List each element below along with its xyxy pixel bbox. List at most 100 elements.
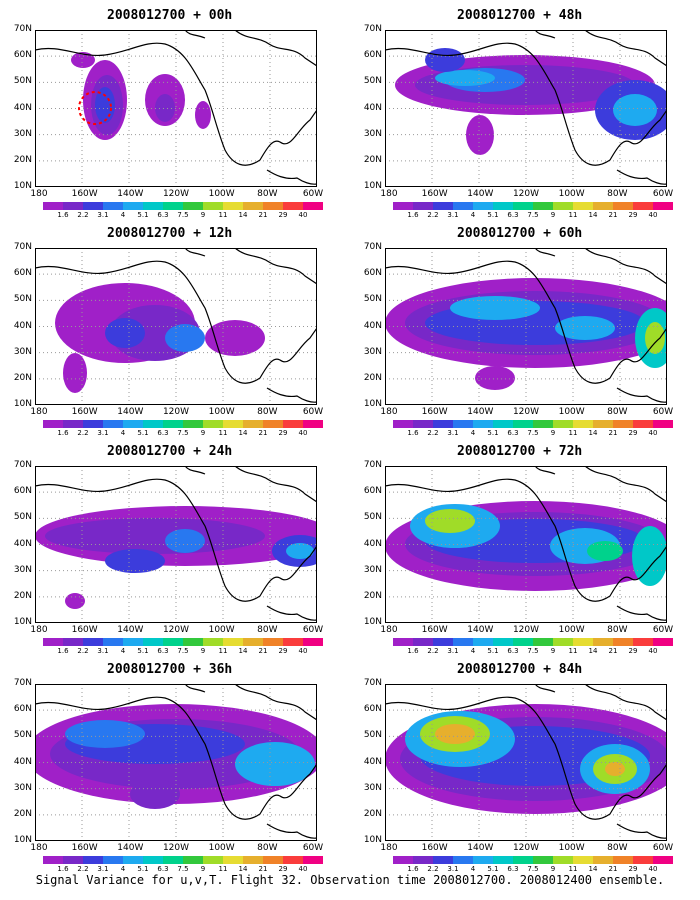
colorbar-swatch bbox=[263, 420, 283, 428]
colorbar-label: 2.2 bbox=[427, 865, 439, 873]
colorbar-label: 11 bbox=[218, 865, 228, 873]
colorbar-swatch bbox=[203, 856, 223, 864]
colorbar-label: 7.5 bbox=[177, 865, 189, 873]
colorbar-swatch bbox=[223, 638, 243, 646]
colorbar-swatch bbox=[653, 420, 673, 428]
lat-label: 50N bbox=[363, 76, 382, 87]
colorbar-label: 3.1 bbox=[97, 647, 109, 655]
colorbar-swatch bbox=[183, 202, 203, 210]
colorbar-swatch bbox=[493, 202, 513, 210]
lon-label: 80W bbox=[257, 407, 278, 417]
colorbar-label: 14 bbox=[588, 429, 598, 437]
lat-label: 10N bbox=[363, 617, 382, 627]
colorbar-swatch bbox=[633, 856, 653, 864]
colorbar-label: 4 bbox=[120, 647, 126, 655]
lon-label: 160W bbox=[71, 843, 98, 853]
coastline bbox=[534, 684, 556, 693]
lon-label: 60W bbox=[652, 189, 674, 199]
colorbar bbox=[43, 202, 323, 210]
colorbar-swatch bbox=[303, 202, 323, 210]
variance-contour bbox=[130, 779, 180, 809]
colorbar-swatch bbox=[103, 420, 123, 428]
lon-label: 160W bbox=[71, 189, 98, 199]
variance-contour bbox=[105, 549, 165, 573]
colorbar-swatch bbox=[553, 856, 573, 864]
lat-label: 10N bbox=[363, 399, 382, 409]
colorbar-label: 3.1 bbox=[97, 865, 109, 873]
colorbar-label: 29 bbox=[278, 429, 288, 437]
lon-label: 160W bbox=[421, 407, 448, 417]
colorbar-swatch bbox=[163, 638, 183, 646]
map-panel bbox=[385, 684, 667, 841]
colorbar-label: 1.6 bbox=[57, 647, 69, 655]
colorbar-label: 7.5 bbox=[527, 865, 539, 873]
variance-contour bbox=[195, 101, 211, 129]
colorbar-swatch bbox=[433, 202, 453, 210]
map-canvas bbox=[385, 248, 667, 405]
lat-label: 20N bbox=[363, 154, 382, 165]
panel-title: 2008012700 + 24h bbox=[107, 444, 233, 459]
colorbar-label: 21 bbox=[258, 647, 268, 655]
lat-label: 50N bbox=[363, 294, 382, 305]
panel-title: 2008012700 + 36h bbox=[107, 662, 233, 677]
colorbar-label: 6.3 bbox=[157, 647, 169, 655]
colorbar-swatch bbox=[43, 420, 63, 428]
colorbar-swatch bbox=[103, 638, 123, 646]
lon-label: 120W bbox=[512, 407, 540, 417]
colorbar-label: 5.1 bbox=[487, 429, 499, 437]
map-canvas bbox=[35, 30, 317, 187]
lon-label: 140W bbox=[467, 407, 494, 417]
colorbar-label: 1.6 bbox=[407, 211, 419, 219]
colorbar-swatch bbox=[223, 856, 243, 864]
lat-label: 40N bbox=[13, 756, 32, 767]
colorbar-swatch bbox=[63, 202, 83, 210]
colorbar-label: 4 bbox=[470, 865, 476, 873]
lon-label: 140W bbox=[467, 189, 494, 199]
lat-label: 40N bbox=[363, 102, 382, 113]
lat-label: 10N bbox=[13, 617, 32, 627]
colorbar-swatch bbox=[303, 638, 323, 646]
colorbar-swatch bbox=[223, 202, 243, 210]
lat-label: 30N bbox=[363, 128, 382, 139]
colorbar-label: 40 bbox=[298, 647, 308, 655]
lon-label: 160W bbox=[71, 625, 98, 635]
lat-label: 20N bbox=[363, 808, 382, 819]
colorbar-swatch bbox=[263, 856, 283, 864]
colorbar-swatch bbox=[203, 202, 223, 210]
colorbar-swatch bbox=[283, 638, 303, 646]
map-panel bbox=[35, 248, 317, 405]
colorbar-label: 21 bbox=[608, 865, 618, 873]
coastline bbox=[385, 42, 667, 166]
colorbar-label: 14 bbox=[588, 647, 598, 655]
lat-label: 70N bbox=[363, 460, 382, 470]
map-canvas bbox=[385, 30, 667, 187]
lat-label: 60N bbox=[13, 486, 32, 497]
lat-label: 30N bbox=[13, 128, 32, 139]
colorbar-label: 5.1 bbox=[137, 647, 149, 655]
lon-label: 100W bbox=[558, 189, 585, 199]
colorbar-label: 6.3 bbox=[157, 429, 169, 437]
lon-label: 120W bbox=[512, 189, 540, 199]
lat-label: 60N bbox=[13, 268, 32, 279]
colorbar-label: 2.2 bbox=[427, 647, 439, 655]
lon-label: 180 bbox=[30, 843, 48, 853]
colorbar-swatch bbox=[473, 638, 493, 646]
colorbar-swatch bbox=[433, 420, 453, 428]
coastline bbox=[616, 605, 667, 621]
map-canvas bbox=[385, 466, 667, 623]
lat-label: 50N bbox=[363, 512, 382, 523]
coastline bbox=[234, 248, 317, 285]
colorbar-label: 21 bbox=[258, 211, 268, 219]
lon-label: 60W bbox=[652, 625, 674, 635]
colorbar-label: 2.2 bbox=[77, 865, 89, 873]
lat-label: 50N bbox=[13, 512, 32, 523]
lon-label: 180 bbox=[380, 843, 398, 853]
lat-label: 50N bbox=[13, 76, 32, 87]
colorbar-label: 29 bbox=[628, 429, 638, 437]
colorbar-label: 2.2 bbox=[427, 211, 439, 219]
lon-label: 160W bbox=[421, 625, 448, 635]
colorbar bbox=[43, 856, 323, 864]
colorbar-swatch bbox=[433, 638, 453, 646]
variance-contour bbox=[65, 720, 145, 748]
colorbar-label: 7.5 bbox=[527, 211, 539, 219]
